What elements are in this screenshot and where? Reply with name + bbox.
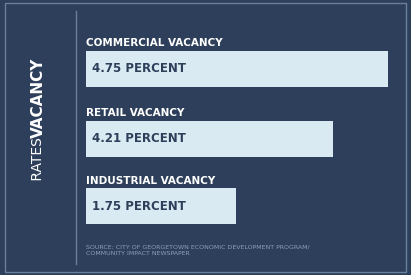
Text: SOURCE: CITY OF GEORGETOWN ECONOMIC DEVELOPMENT PROGRAM/
COMMUNITY IMPACT NEWSPA: SOURCE: CITY OF GEORGETOWN ECONOMIC DEVE… xyxy=(86,244,310,256)
Text: 1.75 PERCENT: 1.75 PERCENT xyxy=(92,200,186,213)
Text: 4.21 PERCENT: 4.21 PERCENT xyxy=(92,132,186,145)
Text: RATES: RATES xyxy=(31,138,45,185)
Text: INDUSTRIAL VACANCY: INDUSTRIAL VACANCY xyxy=(86,177,215,186)
FancyBboxPatch shape xyxy=(86,51,388,87)
Text: VACANCY: VACANCY xyxy=(30,57,46,138)
FancyBboxPatch shape xyxy=(86,121,333,157)
Text: 4.75 PERCENT: 4.75 PERCENT xyxy=(92,62,187,75)
Text: COMMERCIAL VACANCY: COMMERCIAL VACANCY xyxy=(86,38,223,48)
FancyBboxPatch shape xyxy=(86,188,236,224)
Text: RETAIL VACANCY: RETAIL VACANCY xyxy=(86,108,185,118)
